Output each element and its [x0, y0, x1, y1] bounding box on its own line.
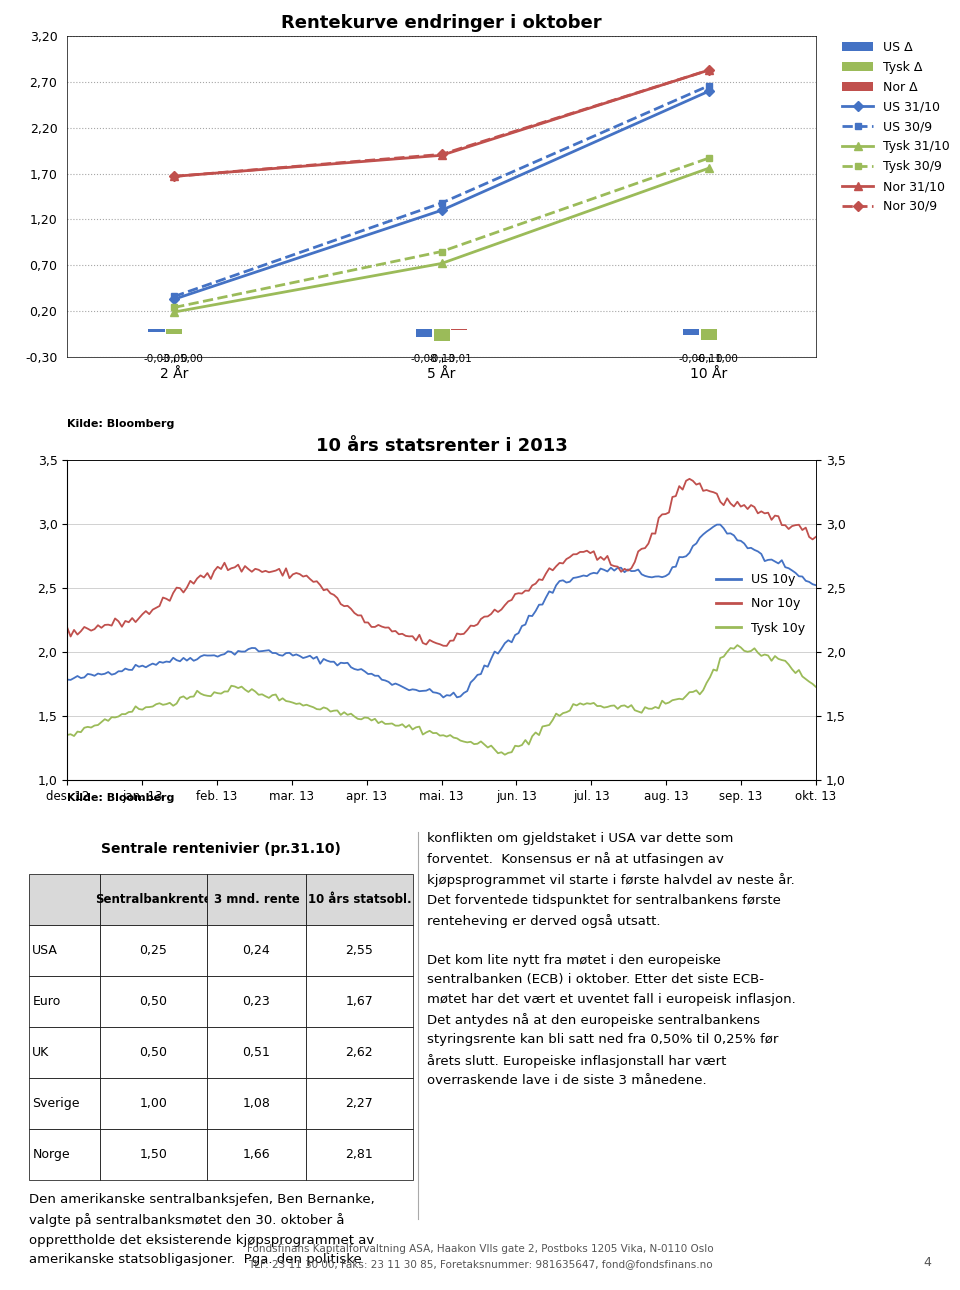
Bar — [166, 329, 182, 334]
Bar — [416, 329, 432, 337]
Text: -0,03: -0,03 — [143, 353, 170, 364]
Text: Kilde: Bloomberg: Kilde: Bloomberg — [67, 793, 175, 804]
Text: Kilde: Bloomberg: Kilde: Bloomberg — [67, 419, 175, 430]
Text: -0,08: -0,08 — [411, 353, 438, 364]
Text: Fondsfinans Kapitalforvaltning ASA, Haakon VIIs gate 2, Postboks 1205 Vika, N-01: Fondsfinans Kapitalforvaltning ASA, Haak… — [247, 1244, 713, 1254]
Bar — [149, 329, 164, 333]
Text: -0,05: -0,05 — [160, 353, 187, 364]
Text: Sentrale rentenivier (pr.31.10): Sentrale rentenivier (pr.31.10) — [101, 842, 341, 857]
Text: -0,01: -0,01 — [445, 353, 472, 364]
Text: TLF: 23 11 30 00, Faks: 23 11 30 85, Foretaksnummer: 981635647, fond@fondsfinans: TLF: 23 11 30 00, Faks: 23 11 30 85, For… — [248, 1259, 712, 1269]
Text: -0,06: -0,06 — [678, 353, 705, 364]
Bar — [684, 329, 700, 335]
Bar — [701, 329, 717, 339]
Legend: US Δ, Tysk Δ, Nor Δ, US 31/10, US 30/9, Tysk 31/10, Tysk 30/9, Nor 31/10, Nor 30: US Δ, Tysk Δ, Nor Δ, US 31/10, US 30/9, … — [837, 36, 955, 218]
Text: Den amerikanske sentralbanksjefen, Ben Bernanke,
valgte på sentralbanksmøtet den: Den amerikanske sentralbanksjefen, Ben B… — [29, 1193, 374, 1267]
Text: konflikten om gjeldstaket i USA var dette som
forventet.  Konsensus er nå at utf: konflikten om gjeldstaket i USA var dett… — [427, 832, 796, 1087]
Legend: US 10y, Nor 10y, Tysk 10y: US 10y, Nor 10y, Tysk 10y — [710, 568, 809, 640]
Text: 4: 4 — [924, 1256, 931, 1269]
Text: 0,00: 0,00 — [180, 353, 204, 364]
Title: Rentekurve endringer i oktober: Rentekurve endringer i oktober — [281, 14, 602, 32]
Text: 0,00: 0,00 — [715, 353, 738, 364]
Text: -0,11: -0,11 — [696, 353, 723, 364]
Bar — [434, 329, 449, 342]
Title: 10 års statsrenter i 2013: 10 års statsrenter i 2013 — [316, 437, 567, 455]
Text: -0,13: -0,13 — [428, 353, 455, 364]
